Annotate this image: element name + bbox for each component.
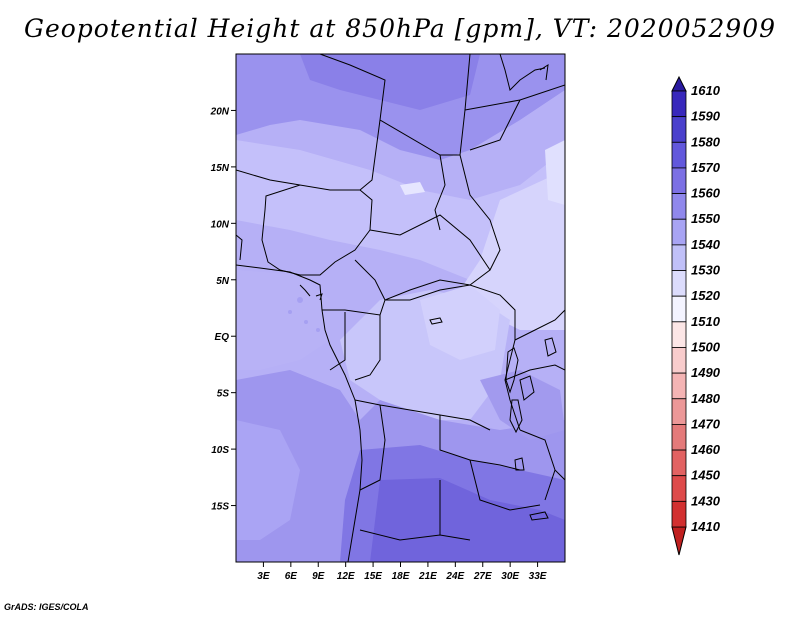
colorbar-segment [671, 347, 687, 374]
lon-tick-label: 12E [337, 571, 355, 582]
lon-tick-label: 27E [473, 571, 492, 582]
colorbar-label: 1570 [691, 160, 721, 175]
colorbar-segment [671, 475, 687, 502]
lat-tick-label: 15S [211, 502, 229, 513]
colorbar-label: 1540 [691, 237, 721, 252]
lat-tick-label: 5S [217, 389, 230, 400]
chart-title: Geopotential Height at 850hPa [gpm], VT:… [23, 14, 777, 43]
colorbar-segment [671, 116, 687, 143]
colorbar-label: 1490 [691, 365, 721, 380]
colorbar-label: 1560 [691, 186, 721, 201]
colorbar-label: 1480 [691, 391, 721, 406]
colorbar-label: 1550 [691, 211, 721, 226]
colorbar-segment [671, 270, 687, 297]
colorbar-segment [671, 424, 687, 451]
lon-tick-label: 24E [445, 571, 464, 582]
lat-tick-label: 10N [211, 219, 230, 230]
lon-tick-label: 6E [285, 571, 298, 582]
colorbar-label: 1430 [691, 493, 721, 508]
colorbar-segment [671, 167, 687, 194]
lon-tick-label: 33E [529, 571, 547, 582]
colorbar-label: 1470 [691, 416, 721, 431]
colorbar-label: 1530 [691, 263, 721, 278]
lon-tick-label: 21E [418, 571, 437, 582]
colorbar-segment [671, 141, 687, 169]
credit-label: GrADS: IGES/COLA [4, 602, 89, 612]
colorbar-segment [671, 398, 687, 425]
lat-tick-label: EQ [215, 332, 230, 343]
colorbar-label: 1510 [691, 314, 721, 329]
lon-tick-label: 18E [392, 571, 410, 582]
longitude-axis: 3E 6E 9E 12E 15E 18E 21E 24E 27E 30E 33E [257, 562, 547, 582]
colorbar-bottom-arrow [671, 526, 687, 556]
colorbar-segment [671, 90, 687, 118]
colorbar-label: 1500 [691, 339, 721, 354]
lon-tick-label: 3E [257, 571, 270, 582]
colorbar-label: 1410 [691, 519, 721, 534]
lat-tick-label: 20N [210, 106, 230, 117]
colorbar-label: 1580 [691, 134, 721, 149]
colorbar-label: 1450 [691, 468, 721, 483]
colorbar-segment [671, 500, 687, 528]
colorbar-label: 1460 [691, 442, 721, 457]
country-borders [236, 54, 565, 562]
lat-tick-label: 10S [211, 445, 229, 456]
lon-tick-label: 30E [501, 571, 519, 582]
colorbar-label: 1610 [691, 83, 721, 98]
height-field [236, 54, 565, 562]
colorbar-segment [671, 244, 687, 271]
colorbar-label: 1590 [691, 109, 721, 124]
lon-tick-label: 9E [312, 571, 325, 582]
colorbar-segment [671, 449, 687, 477]
colorbar-segment [671, 218, 687, 246]
latitude-axis: 20N 15N 10N 5N EQ 5S 10S 15S [210, 106, 236, 513]
colorbar-top-arrow [671, 75, 687, 92]
colorbar-segment [671, 193, 687, 220]
colorbar: 1610 1590 1580 1570 1560 1550 1540 1530 1520 1510… [671, 75, 721, 556]
lon-tick-label: 15E [364, 571, 382, 582]
lat-tick-label: 5N [216, 276, 230, 287]
colorbar-label: 1520 [691, 288, 721, 303]
lat-tick-label: 15N [211, 163, 230, 174]
colorbar-segment [671, 372, 687, 400]
colorbar-segment [671, 321, 687, 348]
colorbar-segment [671, 295, 687, 323]
